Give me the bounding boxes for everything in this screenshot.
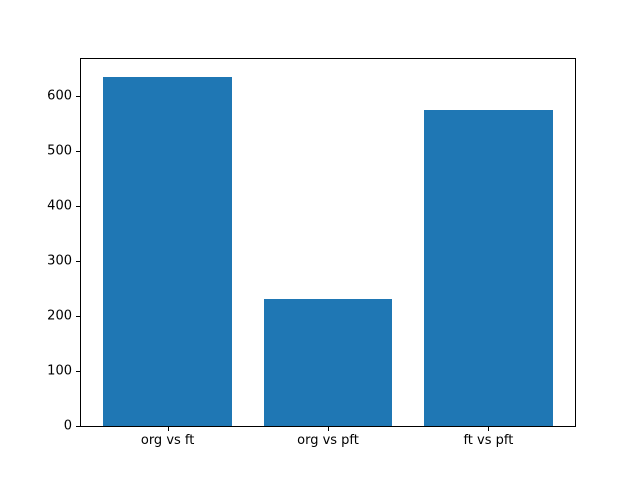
x-tick-mark [488, 427, 490, 431]
y-tick-mark [76, 150, 80, 152]
x-tick-mark [328, 427, 329, 431]
bar-org-vs-ft [103, 76, 232, 426]
y-tick-label: 0 [63, 418, 72, 434]
x-tick-label-org-vs-ft: org vs ft [140, 433, 195, 448]
y-tick-label: 300 [47, 253, 72, 269]
y-tick-mark [76, 205, 80, 207]
x-tick-label-org-vs-pft: org vs pft [297, 433, 359, 448]
y-tick-label: 500 [47, 143, 72, 159]
y-tick-label: 600 [47, 88, 72, 104]
bar-ft-vs-pft [424, 109, 553, 426]
bar-org-vs-pft [263, 299, 393, 426]
x-tick-mark [167, 427, 169, 431]
bars-layer [81, 59, 575, 426]
y-tick-mark [76, 95, 80, 97]
y-tick-label: 100 [47, 363, 72, 379]
x-tick-label-ft-vs-pft: ft vs pft [463, 433, 514, 448]
y-tick-mark [76, 426, 80, 427]
y-tick-label: 400 [47, 198, 72, 214]
y-tick-mark [76, 370, 80, 372]
y-tick-mark [76, 260, 80, 262]
plot-area [80, 58, 576, 427]
y-tick-mark [76, 315, 80, 317]
y-tick-label: 200 [47, 308, 72, 324]
